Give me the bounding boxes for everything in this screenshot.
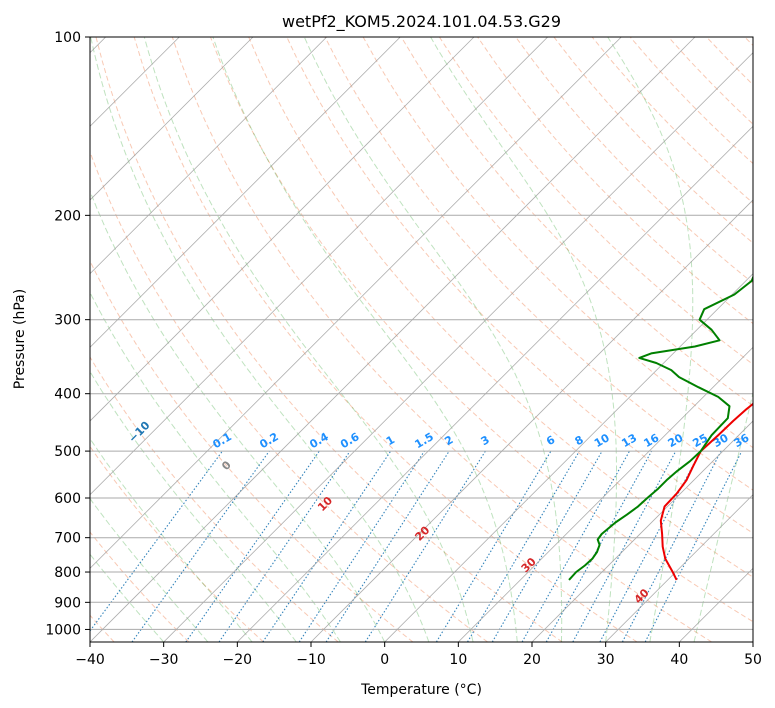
x-tick-label: 50: [744, 652, 762, 668]
mixing-ratio-line: [325, 450, 450, 642]
isotherm: [90, 37, 327, 275]
isotherm: [163, 52, 753, 642]
moist-adiabat: [607, 37, 694, 642]
sounding-profiles: [568, 274, 753, 581]
y-tick-label: 400: [54, 387, 81, 403]
moist-adiabat: [90, 370, 297, 642]
mixing-ratio-line: [131, 450, 270, 642]
mixing-ratio-line: [90, 450, 223, 632]
y-tick-label: 600: [54, 491, 81, 507]
temperature-profile: [659, 402, 753, 581]
isotherm: [237, 125, 753, 642]
moist-adiabat: [90, 553, 165, 642]
skewed-isotherms: [90, 37, 753, 642]
dewpoint-profile: [568, 274, 753, 581]
y-tick-label: 500: [54, 444, 81, 460]
y-tick-label: 1000: [45, 622, 81, 638]
isotherm: [310, 199, 753, 642]
dry-adiabat: [171, 37, 712, 642]
isotherm: [90, 37, 401, 348]
x-tick-label: 40: [670, 652, 688, 668]
x-tick-label: 20: [523, 652, 541, 668]
chart-title: wetPf2_KOM5.2024.101.04.53.G29: [282, 12, 561, 32]
y-tick-label: 100: [54, 30, 81, 46]
x-tick-label: −30: [149, 652, 179, 668]
dry-adiabat: [90, 150, 488, 642]
x-tick-label: −40: [75, 652, 105, 668]
mixing-ratio-line: [644, 450, 743, 642]
y-tick-label: 300: [54, 313, 81, 329]
x-tick-label: 0: [380, 652, 389, 668]
isotherm: [90, 37, 622, 569]
moist-adiabat: [212, 37, 518, 642]
moist-adiabat: [90, 37, 430, 642]
moist-adiabat: [143, 37, 474, 642]
dry-adiabat: [324, 37, 753, 491]
y-axis: 100 200 300 400 500 600 700 800 900 1000: [45, 30, 90, 638]
y-tick-label: 200: [54, 208, 81, 224]
moist-adiabat: [303, 37, 563, 642]
x-axis-title: Temperature (°C): [360, 682, 482, 698]
isotherm: [605, 494, 753, 642]
mixing-ratio-line: [364, 450, 486, 642]
x-tick-label: 10: [449, 652, 467, 668]
mixing-ratio-line: [185, 450, 320, 642]
plot-frame: [89, 36, 754, 643]
x-tick-label: −20: [223, 652, 253, 668]
isotherm: [90, 37, 696, 642]
y-axis-title: Pressure (hPa): [12, 289, 28, 389]
dry-adiabat: [133, 37, 638, 642]
dry-adiabat: [90, 356, 339, 642]
dry-adiabat: [95, 37, 563, 642]
y-tick-label: 800: [54, 565, 81, 581]
dry-adiabat: [90, 445, 264, 642]
moist-adiabats: [90, 37, 753, 642]
dry-adiabat: [90, 531, 190, 642]
mixing-ratio-line: [218, 450, 351, 642]
isotherm: [531, 420, 753, 642]
moist-adiabat: [90, 497, 209, 642]
pressure-gridlines: [90, 37, 753, 630]
mixing-ratio-line: [572, 450, 677, 642]
y-tick-label: 900: [54, 595, 81, 611]
mixing-ratio-line: [621, 450, 722, 642]
moist-adiabat: [90, 437, 253, 642]
isotherm: [90, 37, 548, 496]
isotherm: [458, 346, 753, 642]
dry-adiabat: [400, 37, 753, 407]
mixing-ratio-line: [521, 450, 630, 642]
isotherm: [90, 37, 254, 201]
x-tick-label: −10: [296, 652, 326, 668]
dry-adiabat: [248, 37, 753, 578]
isotherm: [384, 273, 753, 642]
mixing-ratio-line: [298, 450, 425, 642]
dry-adiabat: [210, 37, 753, 623]
y-tick-label: 700: [54, 531, 81, 547]
moist-adiabat: [90, 189, 386, 642]
isotherm: [90, 37, 475, 422]
x-axis: −40 −30 −20 −10 0 10 20 30 40 50: [75, 642, 762, 668]
mixing-ratio-line: [435, 450, 552, 642]
dry-adiabat: [438, 37, 753, 366]
moist-adiabat: [430, 37, 617, 642]
x-tick-label: 30: [597, 652, 615, 668]
